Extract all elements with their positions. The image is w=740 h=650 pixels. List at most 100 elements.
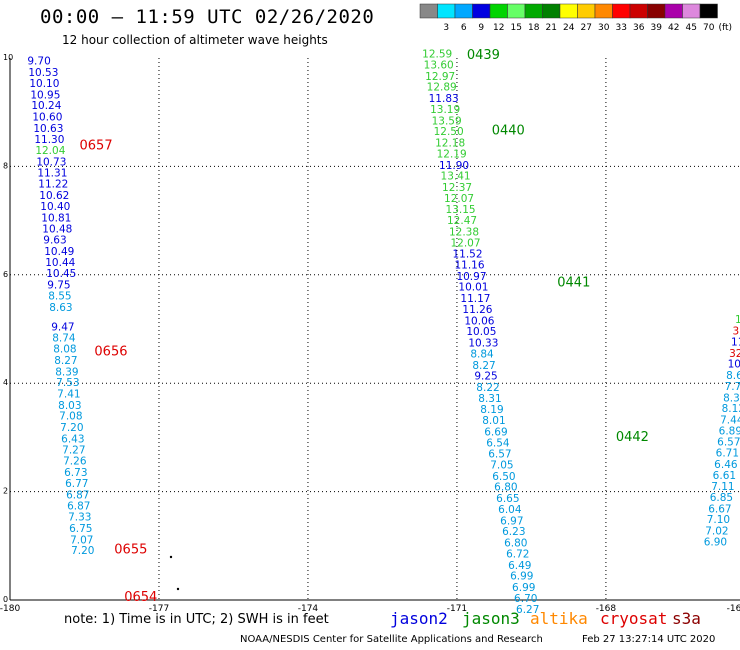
- swh-value: 12.47: [447, 215, 477, 227]
- swh-value: 8.01: [482, 415, 505, 427]
- swh-value: 6.65: [496, 493, 519, 505]
- swh-value: 12.97: [425, 71, 455, 83]
- color-scale-label: 24: [563, 23, 575, 33]
- swh-value: 11.31: [37, 167, 67, 179]
- swh-value: 10.48: [42, 224, 72, 236]
- swh-value: 6.27: [516, 604, 539, 616]
- lat-tick-label: 6: [3, 270, 8, 279]
- swh-value: 6.89: [719, 425, 740, 437]
- swh-value: 6.73: [64, 467, 87, 479]
- map-marker-dot: [176, 587, 180, 591]
- swh-value: 10.06: [464, 315, 494, 327]
- swh-value: 11.22: [38, 179, 68, 191]
- swh-value: 11.26: [462, 304, 492, 316]
- swh-value: 7.05: [490, 460, 513, 472]
- color-scale-label: 27: [581, 23, 592, 33]
- swh-value: 6.75: [69, 523, 92, 535]
- swh-value: 7.10: [707, 514, 730, 526]
- swh-value: 8.12: [722, 403, 740, 415]
- swh-value: 6.87: [66, 489, 89, 501]
- color-scale-legend: 3 6 9 12 15 18 21 24 27 30 33 36 39 42 45 70 (ft): [419, 3, 732, 33]
- color-scale-label: 70: [703, 23, 715, 33]
- swh-value: 8.22: [476, 382, 499, 394]
- swh-value: 12.37: [442, 182, 472, 194]
- swh-value: 10.10: [29, 78, 59, 90]
- swh-value: 8.31: [478, 393, 501, 405]
- pass-time-label: 0656: [94, 345, 127, 360]
- swh-value: 12.38: [449, 226, 479, 238]
- swh-value: 8.19: [480, 404, 503, 416]
- swh-value: 7.41: [57, 388, 80, 400]
- swh-value: 10.05: [466, 326, 496, 338]
- swh-value: 6.72: [506, 548, 529, 560]
- lat-tick-label: 10: [3, 53, 13, 62]
- satellite-legend-s3a: s3a: [672, 609, 701, 628]
- swh-value: 6.70: [514, 593, 537, 605]
- swh-value: 8.74: [52, 333, 76, 345]
- color-scale-label: 15: [511, 23, 522, 33]
- map-marker-dot: [169, 555, 173, 559]
- swh-value: 10.40: [40, 201, 70, 213]
- color-scale-label: 42: [668, 23, 679, 33]
- swh-value: 6.43: [61, 433, 84, 445]
- swh-value: 8.39: [55, 366, 78, 378]
- swh-value: 7.11: [711, 481, 734, 493]
- swh-value: 12.07: [444, 193, 474, 205]
- lon-tick-label: -180: [0, 604, 20, 614]
- swh-value: 8.6: [726, 370, 740, 382]
- swh-value: 6.97: [500, 515, 523, 527]
- swh-value: 7.74: [725, 381, 740, 393]
- credit-line: NOAA/NESDIS Center for Satellite Applica…: [240, 634, 543, 645]
- swh-value: 7.20: [60, 422, 83, 434]
- satellite-legend-altika: altika: [530, 609, 588, 628]
- lat-tick-label: 2: [3, 487, 8, 496]
- swh-value: 11.30: [34, 134, 64, 146]
- swh-value: 6.67: [708, 503, 731, 515]
- pass-time-label: 0439: [467, 48, 500, 63]
- lon-tick-label: -168: [596, 604, 617, 614]
- swh-value: 8.55: [48, 290, 71, 302]
- lon-tick-label: -177: [149, 604, 169, 614]
- swh-value: 10.62: [39, 190, 69, 202]
- color-scale-label: 45: [686, 23, 697, 33]
- swh-value: 11.16: [454, 260, 484, 272]
- swh-value: 8.35: [723, 392, 740, 404]
- swh-value: 11.17: [460, 293, 490, 305]
- swh-value: 9.75: [47, 280, 70, 292]
- swh-value: 6.54: [486, 437, 510, 449]
- swh-value: 10.4: [728, 359, 740, 371]
- swh-value: 12.89: [427, 82, 457, 94]
- swh-value: 13.41: [441, 171, 471, 183]
- swh-value: 11.52: [452, 249, 482, 261]
- swh-value: 7.33: [68, 512, 91, 524]
- swh-value: 6.57: [488, 449, 511, 461]
- swh-value: 12.59: [422, 49, 452, 61]
- swh-value: 6.99: [512, 582, 535, 594]
- swh-value: 10.95: [30, 89, 60, 101]
- swh-value: 6.23: [502, 526, 525, 538]
- swh-value: 6.99: [510, 571, 533, 583]
- swh-value: 12.19: [437, 148, 467, 160]
- swh-value: 10.49: [44, 246, 74, 258]
- color-scale-label: 3: [443, 23, 449, 33]
- lon-tick-label: -174: [298, 604, 319, 614]
- swh-value: 8.08: [53, 344, 76, 356]
- swh-value: 6.90: [704, 536, 727, 548]
- swh-value: 7.20: [71, 545, 94, 557]
- swh-value: 8.27: [472, 360, 495, 372]
- swh-value: 7.07: [70, 534, 93, 546]
- color-scale-label: 33: [616, 23, 627, 33]
- color-scale-label: 30: [598, 23, 610, 33]
- swh-value: 6.80: [504, 538, 527, 550]
- swh-value: 9.47: [51, 321, 74, 333]
- swh-value: 32.3: [729, 348, 740, 360]
- swh-value: 13.19: [430, 104, 460, 116]
- swh-value: 8.63: [49, 302, 72, 314]
- swh-value: 8.03: [58, 400, 81, 412]
- generated-timestamp: Feb 27 13:27:14 UTC 2020: [582, 634, 716, 645]
- pass-time-label: 0654: [124, 590, 157, 605]
- lat-tick-label: 8: [3, 161, 8, 170]
- color-scale-label: 6: [461, 23, 467, 33]
- pass-time-label: 0442: [616, 430, 649, 445]
